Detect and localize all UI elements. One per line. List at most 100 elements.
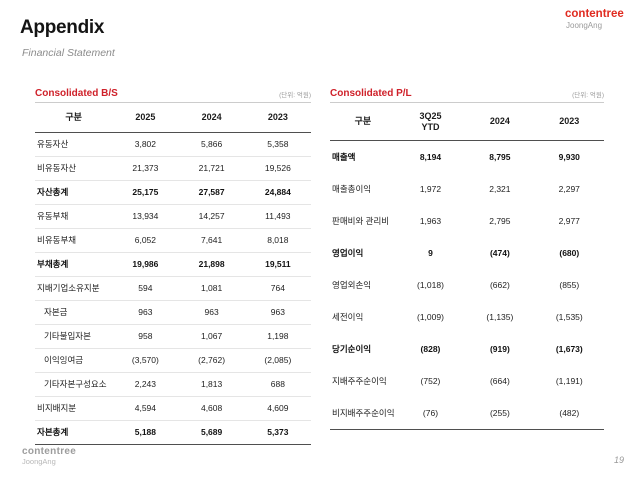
- cell: 2,977: [558, 215, 580, 226]
- row-label: 매출총이익: [332, 183, 372, 194]
- row-label: 자본총계: [35, 420, 113, 445]
- cell: 958: [112, 324, 179, 349]
- column-header: 2023: [244, 103, 311, 133]
- cell: (662): [489, 279, 510, 290]
- row-label: 이익잉여금: [35, 348, 113, 373]
- table-row: 기타자본구성요소 2,243 1,813 688: [35, 372, 311, 397]
- table-row: 영업외손익 (1,018) (662) (855): [330, 269, 604, 301]
- column-header: 3Q25 YTD: [395, 103, 466, 141]
- table-row-total: 자산총계 25,175 27,587 24,884: [35, 180, 311, 205]
- cell: (1,018): [417, 279, 444, 290]
- cell: 764: [244, 276, 311, 301]
- bs-header-row: 구분 2025 2024 2023: [35, 103, 311, 133]
- cell: 1,067: [178, 324, 245, 349]
- cell: (680): [559, 247, 580, 258]
- bs-unit-note: (단위: 억원): [279, 92, 311, 99]
- table-row-total: 당기순이익 (828) (919) (1,673): [330, 333, 604, 365]
- cell: (482): [534, 397, 604, 430]
- cell: (2,085): [244, 348, 311, 373]
- table-row: 지배기업소유지분 594 1,081 764: [35, 276, 311, 301]
- table-row: 매출총이익 1,972 2,321 2,297: [330, 173, 604, 205]
- cell: 4,594: [112, 396, 179, 421]
- cell: 5,689: [178, 420, 245, 445]
- row-label: 비유동부채: [35, 228, 113, 253]
- table-row: 세전이익 (1,009) (1,135) (1,535): [330, 301, 604, 333]
- cell: 27,587: [178, 180, 245, 205]
- cell: 21,373: [112, 156, 179, 181]
- table-row: 판매비와 관리비 1,963 2,795 2,977: [330, 205, 604, 237]
- table-row-total: 영업이익 9 (474) (680): [330, 237, 604, 269]
- brand-subname: JoongAng: [22, 457, 56, 466]
- row-label: 영업외손익: [332, 279, 372, 290]
- table-row: 지배주주순이익 (752) (664) (1,191): [330, 365, 604, 397]
- cell: (1,535): [555, 311, 583, 322]
- pl-table-title: Consolidated P/L: [330, 88, 412, 99]
- cell: 2,243: [112, 372, 179, 397]
- bs-table-section: Consolidated B/S (단위: 억원) 구분 2025 2024 2…: [35, 85, 311, 445]
- row-label: 비지배주주순이익: [330, 397, 396, 430]
- table-row: 비유동부채 6,052 7,641 8,018: [35, 228, 311, 253]
- cell: 2,795: [489, 215, 511, 226]
- cell: 24,884: [244, 180, 311, 205]
- row-label: 비지배지분: [35, 396, 113, 421]
- cell: (1,673): [555, 343, 583, 354]
- brand-logo-bottom: contentree JoongAng: [22, 446, 76, 466]
- cell: (3,570): [112, 348, 179, 373]
- cell: 14,257: [178, 204, 245, 229]
- cell: 9: [428, 247, 433, 258]
- brand-logo-top: contentree JoongAng: [565, 8, 624, 30]
- cell: 688: [244, 372, 311, 397]
- cell: (855): [559, 279, 580, 290]
- cell: 1,081: [178, 276, 245, 301]
- brand-name: contentree: [565, 8, 624, 20]
- cell: 21,898: [178, 252, 245, 277]
- table-row: 유동부채 13,934 14,257 11,493: [35, 204, 311, 229]
- cell: 4,608: [178, 396, 245, 421]
- pl-table: 구분 3Q25 YTD 2024 2023 매출액 8,194 8,795 9,…: [330, 103, 604, 430]
- table-row: 비지배지분 4,594 4,608 4,609: [35, 396, 311, 421]
- cell: (828): [420, 343, 441, 354]
- cell: 25,175: [112, 180, 179, 205]
- cell: 11,493: [244, 204, 311, 229]
- page-title: Appendix: [20, 17, 105, 38]
- cell: 8,795: [489, 151, 511, 162]
- cell: 963: [112, 300, 179, 325]
- pl-table-section: Consolidated P/L (단위: 억원) 구분 3Q25 YTD 20…: [330, 85, 604, 430]
- table-row: 비지배주주순이익 (76) (255) (482): [330, 397, 604, 430]
- cell: (1,191): [555, 375, 583, 386]
- cell: 1,972: [419, 183, 442, 194]
- column-header: 구분: [330, 103, 396, 141]
- row-label: 유동부채: [35, 204, 113, 229]
- cell: 5,373: [244, 420, 311, 445]
- bs-table-header-bar: Consolidated B/S (단위: 억원): [35, 85, 311, 103]
- table-row-total: 매출액 8,194 8,795 9,930: [330, 141, 604, 174]
- cell: 8,194: [419, 151, 442, 162]
- cell: 963: [244, 300, 311, 325]
- cell: 7,641: [178, 228, 245, 253]
- cell: 594: [112, 276, 179, 301]
- cell: (664): [489, 375, 510, 386]
- cell: (2,762): [178, 348, 245, 373]
- pl-unit-note: (단위: 억원): [572, 92, 604, 99]
- cell: 5,188: [112, 420, 179, 445]
- table-row-total: 부채총계 19,986 21,898 19,511: [35, 252, 311, 277]
- row-label: 판매비와 관리비: [332, 215, 390, 226]
- cell: 2,321: [489, 183, 511, 194]
- row-label: 자본금: [35, 300, 113, 325]
- column-header: 2024: [178, 103, 245, 133]
- cell: (1,009): [417, 311, 444, 322]
- row-label: 지배기업소유지분: [35, 276, 113, 301]
- column-header: 2023: [534, 103, 604, 141]
- cell: 19,986: [112, 252, 179, 277]
- cell: 963: [178, 300, 245, 325]
- cell: (1,135): [486, 311, 514, 322]
- table-row: 자본금 963 963 963: [35, 300, 311, 325]
- cell: 9,930: [558, 151, 580, 162]
- table-row: 이익잉여금 (3,570) (2,762) (2,085): [35, 348, 311, 373]
- table-row: 비유동자산 21,373 21,721 19,526: [35, 156, 311, 181]
- cell: 5,358: [244, 132, 311, 157]
- cell: 19,511: [244, 252, 311, 277]
- cell: (474): [489, 247, 510, 258]
- cell: 21,721: [178, 156, 245, 181]
- cell: 8,018: [244, 228, 311, 253]
